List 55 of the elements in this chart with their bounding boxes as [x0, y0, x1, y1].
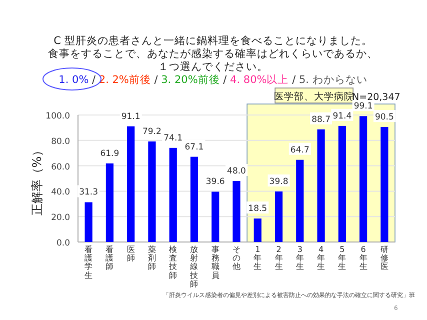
data-label: 91.1 — [121, 112, 140, 122]
band-label: 医学部、大学病院 — [274, 90, 354, 102]
y-tick-label: 100.0 — [46, 112, 70, 122]
bar — [232, 181, 240, 242]
x-tick-label: 6年生 — [359, 245, 368, 272]
x-tick-label: 医師 — [126, 245, 135, 263]
data-label: 39.8 — [269, 176, 288, 187]
data-label: 90.5 — [374, 112, 394, 123]
x-tick-label: 事務職員 — [211, 245, 220, 280]
y-tick-label: 60.0 — [51, 162, 70, 172]
x-tick-label: 4年生 — [317, 245, 326, 272]
x-tick-label: 検査技師 — [168, 245, 178, 280]
bar — [169, 148, 177, 242]
x-tick-label: 研修医 — [380, 245, 388, 272]
x-tick-label: 3年生 — [296, 245, 304, 272]
y-axis-title: 正解率（%） — [30, 144, 44, 216]
x-tick-label: 看護学生 — [84, 245, 93, 280]
bar — [190, 156, 198, 242]
data-label: 18.5 — [248, 204, 268, 214]
data-label: 67.1 — [184, 142, 204, 152]
x-tick-label: 放射線技師 — [189, 245, 198, 288]
text: N=20,347 — [352, 92, 400, 103]
chart-title: C 型肝炎の患者さんと一緒に鍋料理を食べることになりました。食事をすることで、あなたが感染する確率はどれくらいであるか、１つ選んでください。 — [48, 34, 378, 73]
y-tick-label: 20.0 — [51, 213, 70, 224]
data-label: 61.9 — [100, 148, 120, 159]
y-tick-label: 40.0 — [51, 188, 70, 198]
x-tick-label: 5年生 — [338, 245, 346, 272]
data-label: 79.2 — [142, 126, 162, 137]
x-tick-label: 看護師 — [106, 245, 114, 272]
bar — [274, 191, 283, 242]
data-label: 39.6 — [206, 177, 225, 188]
data-label: 99.1 — [354, 102, 373, 112]
x-tick-label: 1年生 — [254, 245, 262, 272]
x-tick-label: 2年生 — [274, 245, 283, 272]
data-label: 88.7 — [312, 114, 330, 125]
bar — [106, 163, 114, 242]
data-label: 64.7 — [290, 145, 310, 156]
bar — [317, 129, 325, 242]
y-tick-label: 0.0 — [56, 238, 70, 248]
bar — [338, 126, 346, 242]
x-tick-label: 薬剤師 — [148, 245, 156, 272]
data-label: 48.0 — [227, 166, 246, 177]
bar — [359, 116, 368, 242]
bar — [380, 127, 388, 242]
bar — [212, 192, 220, 242]
bar — [127, 126, 135, 242]
data-label: 31.3 — [79, 188, 98, 198]
data-label: 74.1 — [164, 133, 183, 144]
bar — [148, 141, 156, 242]
bar — [84, 202, 92, 242]
data-label: 91.4 — [332, 111, 352, 122]
y-tick-label: 80.0 — [51, 136, 70, 147]
bar — [296, 160, 304, 242]
x-tick-label: その他 — [232, 245, 240, 272]
bar — [254, 218, 262, 242]
